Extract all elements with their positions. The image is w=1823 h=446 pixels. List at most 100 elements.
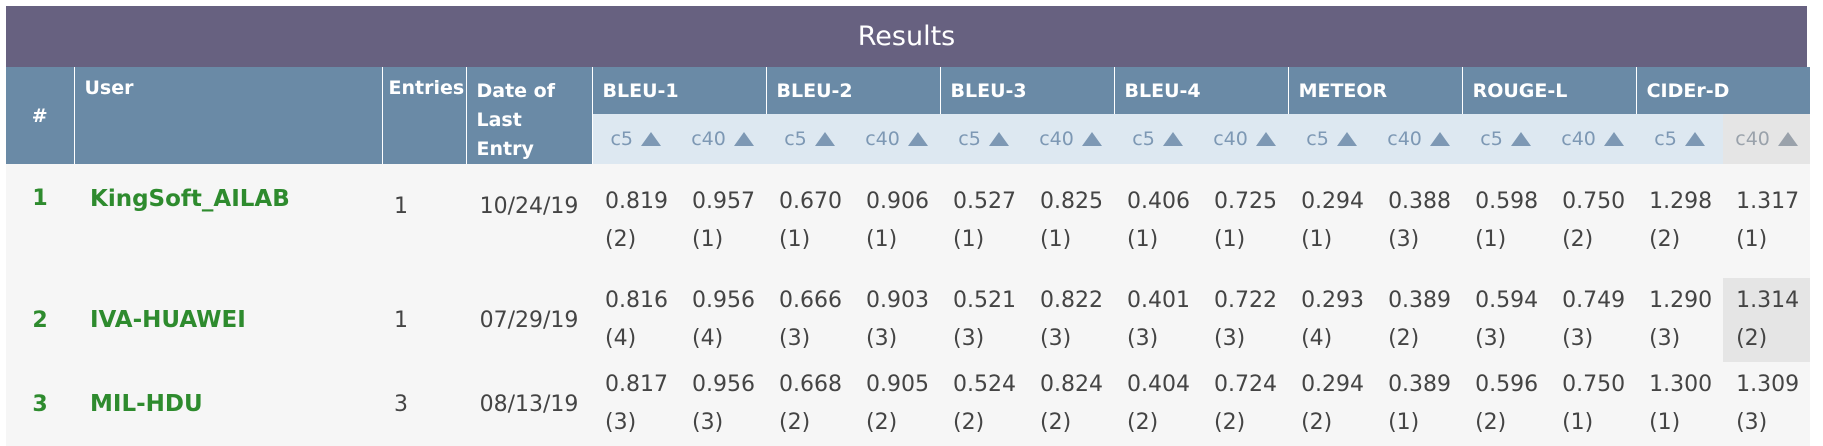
sort-meteor-c5[interactable]: c5	[1288, 114, 1376, 164]
score-rank: (2)	[1214, 410, 1246, 435]
sort-bleu-4-c40[interactable]: c40	[1201, 114, 1289, 164]
score-value: 0.388	[1388, 189, 1452, 214]
score-value: 0.903	[866, 288, 929, 313]
rank-cell: 1	[6, 164, 74, 278]
score-rank: (1)	[866, 227, 898, 252]
score-value: 0.666	[779, 288, 842, 313]
score-value: 0.596	[1475, 372, 1539, 397]
score-cell: 0.524 (2)	[940, 362, 1028, 446]
entries-cell: 3	[382, 362, 466, 446]
sort-bleu-3-c40[interactable]: c40	[1027, 114, 1115, 164]
score-rank: (1)	[1736, 227, 1768, 252]
score-rank: (2)	[1475, 410, 1507, 435]
score-value: 0.521	[953, 288, 1017, 313]
score-rank: (1)	[1562, 410, 1594, 435]
score-rank: (3)	[605, 410, 637, 435]
score-value: 0.819	[605, 189, 668, 214]
score-rank: (2)	[866, 410, 898, 435]
sort-ascending-icon	[733, 132, 754, 147]
user-link[interactable]: IVA-HUAWEI	[74, 278, 382, 362]
score-cell: 0.956 (4)	[679, 278, 767, 362]
sort-label: c40	[1387, 128, 1422, 151]
score-value: 0.722	[1214, 288, 1278, 313]
sort-label: c40	[1039, 128, 1074, 151]
score-value: 0.906	[866, 189, 929, 214]
results-board: Results # User Entries Date of Last Entr…	[6, 6, 1811, 446]
score-value: 0.816	[605, 288, 668, 313]
score-cell: 0.389 (1)	[1375, 362, 1463, 446]
score-cell: 0.817 (3)	[592, 362, 679, 446]
score-cell: 0.724 (2)	[1201, 362, 1289, 446]
score-cell: 0.905 (2)	[853, 362, 941, 446]
date-header: Date of Last Entry	[466, 67, 593, 164]
score-value: 0.957	[692, 189, 755, 214]
sort-label: c5	[1306, 128, 1329, 151]
sort-label: c5	[958, 128, 981, 151]
sort-bleu-4-c5[interactable]: c5	[1114, 114, 1202, 164]
sort-cider-d-c5[interactable]: c5	[1636, 114, 1724, 164]
score-rank: (2)	[779, 410, 811, 435]
sort-meteor-c40[interactable]: c40	[1375, 114, 1463, 164]
score-cell: 0.824 (2)	[1027, 362, 1115, 446]
sort-rouge-l-c5[interactable]: c5	[1462, 114, 1550, 164]
score-value: 0.294	[1301, 372, 1365, 397]
sort-cider-d-c40[interactable]: c40	[1723, 114, 1811, 164]
sort-label: c5	[610, 128, 634, 151]
score-value: 0.750	[1562, 372, 1626, 397]
sort-label: c40	[865, 128, 900, 151]
score-cell: 0.666 (3)	[766, 278, 854, 362]
leaderboard-table: # User Entries Date of Last Entry BLEU-1…	[6, 67, 1811, 446]
sort-bleu-3-c5[interactable]: c5	[940, 114, 1028, 164]
sort-bleu-1-c5[interactable]: c5	[592, 114, 679, 164]
sort-label: c40	[1561, 128, 1596, 151]
sort-bleu-1-c40[interactable]: c40	[679, 114, 767, 164]
sort-ascending-icon	[1255, 132, 1276, 147]
score-value: 0.294	[1301, 189, 1365, 214]
score-cell: 0.294 (1)	[1288, 164, 1376, 278]
date-cell: 10/24/19	[466, 164, 592, 278]
sort-bleu-2-c5[interactable]: c5	[766, 114, 854, 164]
sort-ascending-icon	[1162, 132, 1183, 147]
score-cell: 0.527 (1)	[940, 164, 1028, 278]
score-cell: 0.406 (1)	[1114, 164, 1202, 278]
score-cell: 0.722 (3)	[1201, 278, 1289, 362]
table-row[interactable]: 2 IVA-HUAWEI 1 07/29/19 0.816 (4) 0.956 (4) 0.66…	[6, 278, 1811, 362]
sort-ascending-icon	[641, 132, 662, 147]
score-rank: (2)	[1649, 227, 1681, 252]
score-rank: (4)	[692, 326, 724, 351]
score-cell: 0.819 (2)	[592, 164, 679, 278]
score-cell: 0.521 (3)	[940, 278, 1028, 362]
sort-label: c5	[784, 128, 807, 151]
table-row[interactable]: 3 MIL-HDU 3 08/13/19 0.817 (3) 0.956 (3) 0.668 (2…	[6, 362, 1811, 446]
score-rank: (3)	[1649, 326, 1681, 351]
score-cell: 0.598 (1)	[1462, 164, 1550, 278]
score-cell: 0.750 (1)	[1549, 362, 1637, 446]
score-rank: (1)	[1475, 227, 1507, 252]
sort-ascending-icon	[1081, 132, 1102, 147]
score-value: 0.594	[1475, 288, 1539, 313]
score-value: 0.401	[1127, 288, 1191, 313]
score-rank: (1)	[953, 227, 985, 252]
entries-cell: 1	[382, 278, 466, 362]
score-value: 0.389	[1388, 288, 1452, 313]
table-row[interactable]: 1 KingSoft_AILAB 1 10/24/19 0.819 (2) 0.957 (1)…	[6, 164, 1811, 278]
user-link[interactable]: KingSoft_AILAB	[74, 164, 382, 278]
score-value: 0.668	[779, 372, 842, 397]
metric-header: BLEU-1	[592, 67, 767, 115]
score-cell: 0.957 (1)	[679, 164, 767, 278]
score-value: 0.725	[1214, 189, 1278, 214]
score-cell: 1.290 (3)	[1636, 278, 1724, 362]
score-cell: 1.298 (2)	[1636, 164, 1724, 278]
score-value: 1.300	[1649, 372, 1713, 397]
sort-bleu-2-c40[interactable]: c40	[853, 114, 941, 164]
user-link[interactable]: MIL-HDU	[74, 362, 382, 446]
date-cell: 08/13/19	[466, 362, 592, 446]
score-cell: 0.668 (2)	[766, 362, 854, 446]
score-value: 0.404	[1127, 372, 1191, 397]
score-rank: (1)	[1649, 410, 1681, 435]
sort-rouge-l-c40[interactable]: c40	[1549, 114, 1637, 164]
score-value: 1.298	[1649, 189, 1713, 214]
score-value: 0.524	[953, 372, 1017, 397]
score-value: 0.956	[692, 288, 755, 313]
score-cell: 0.401 (3)	[1114, 278, 1202, 362]
